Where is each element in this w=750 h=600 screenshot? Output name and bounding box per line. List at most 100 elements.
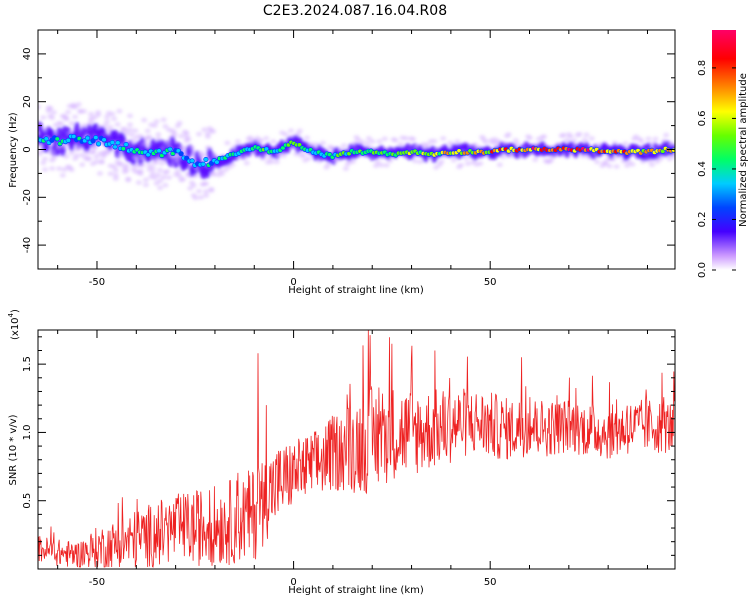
heatmap-cell bbox=[176, 173, 183, 179]
heatmap-cell bbox=[155, 132, 162, 137]
heatmap-cell bbox=[86, 156, 93, 161]
heatmap-cell bbox=[457, 162, 464, 168]
heatmap-cell bbox=[210, 129, 217, 134]
heatmap-cell bbox=[105, 150, 112, 155]
heatmap-cell bbox=[305, 156, 312, 161]
heatmap-cell bbox=[40, 115, 47, 120]
y-tick-label: -20 bbox=[22, 189, 33, 205]
top-xlabel: Height of straight line (km) bbox=[288, 285, 424, 296]
heatmap-cell bbox=[660, 149, 665, 154]
heatmap-cell bbox=[42, 167, 49, 172]
heatmap-cell bbox=[158, 161, 165, 166]
heatmap-cell bbox=[376, 139, 383, 144]
x-tick-label: 50 bbox=[484, 577, 497, 588]
heatmap-cell bbox=[188, 145, 195, 151]
y-tick-label: -40 bbox=[22, 237, 33, 253]
heatmap-cell bbox=[155, 136, 162, 142]
heatmap-cell bbox=[312, 142, 319, 147]
heatmap-cell bbox=[257, 138, 264, 143]
heatmap-cell bbox=[88, 111, 95, 117]
heatmap-cell bbox=[73, 153, 80, 158]
heatmap-cell bbox=[176, 149, 181, 153]
heatmap-cell bbox=[203, 189, 210, 194]
heatmap-cell bbox=[104, 114, 111, 120]
heatmap-cell bbox=[150, 171, 157, 176]
heatmap-cell bbox=[84, 150, 91, 155]
heatmap-cell bbox=[273, 159, 280, 165]
x-tick-label: 0 bbox=[290, 577, 296, 588]
heatmap-cell bbox=[159, 153, 164, 158]
heatmap-cell bbox=[81, 126, 88, 139]
heatmap-cell bbox=[219, 171, 226, 176]
heatmap-cell bbox=[180, 177, 187, 182]
heatmap-cell bbox=[150, 166, 157, 171]
heatmap-cell bbox=[263, 136, 270, 141]
heatmap-cell bbox=[571, 138, 578, 143]
bottom-scale-label: (x104) bbox=[7, 309, 21, 340]
heatmap-cell bbox=[157, 148, 162, 153]
heatmap-cell bbox=[178, 133, 185, 139]
heatmap-cell bbox=[179, 151, 184, 156]
heatmap-cell bbox=[652, 136, 659, 142]
heatmap-cell bbox=[464, 161, 471, 166]
heatmap-cell bbox=[116, 108, 123, 114]
heatmap-cell bbox=[463, 156, 470, 161]
heatmap-cell bbox=[102, 137, 107, 142]
heatmap-cell bbox=[364, 141, 371, 146]
heatmap-cell bbox=[613, 164, 620, 169]
heatmap-cell bbox=[411, 158, 418, 164]
chart-title: C2E3.2024.087.16.04.R08 bbox=[263, 3, 447, 19]
heatmap-cell bbox=[63, 116, 70, 121]
heatmap-cell bbox=[123, 130, 130, 136]
heatmap-cell bbox=[91, 138, 96, 143]
heatmap-cell bbox=[96, 142, 101, 146]
colorbar-tick-label: 0.4 bbox=[697, 161, 708, 177]
bottom-axis-ticks: -50 0 50 0.5 1.0 1.5 bbox=[22, 330, 675, 588]
y-tick-label: 1.0 bbox=[22, 424, 33, 440]
heatmap-cell bbox=[144, 142, 151, 147]
heatmap-cell bbox=[47, 106, 54, 111]
heatmap-cell bbox=[381, 136, 388, 142]
heatmap-cell bbox=[433, 165, 440, 170]
heatmap-cell bbox=[197, 195, 204, 200]
heatmap-cell bbox=[654, 159, 661, 164]
heatmap-cell bbox=[157, 167, 164, 173]
heatmap-cell bbox=[640, 159, 647, 164]
heatmap-cell bbox=[657, 156, 664, 161]
heatmap-cell bbox=[162, 124, 169, 129]
heatmap-cell bbox=[170, 151, 175, 156]
heatmap-cell bbox=[514, 141, 521, 147]
heatmap-cell bbox=[68, 121, 75, 126]
heatmap-cell bbox=[130, 138, 137, 143]
heatmap-cell bbox=[115, 140, 120, 145]
heatmap-cell bbox=[222, 167, 229, 172]
heatmap-cell bbox=[629, 162, 636, 167]
scale-exponent: 4 bbox=[7, 312, 15, 317]
heatmap-cell bbox=[196, 188, 203, 194]
heatmap-cell bbox=[153, 158, 160, 164]
heatmap-cell bbox=[208, 188, 215, 193]
heatmap-cell bbox=[341, 143, 348, 148]
heatmap-cell bbox=[65, 109, 72, 115]
heatmap-cell bbox=[144, 128, 151, 134]
heatmap-cell bbox=[118, 161, 125, 167]
heatmap-cell bbox=[234, 139, 241, 144]
heatmap-cell bbox=[146, 152, 151, 157]
heatmap-cell bbox=[183, 130, 190, 136]
y-tick-label: 0.5 bbox=[22, 493, 33, 509]
heatmap-cell bbox=[424, 142, 431, 148]
heatmap-cell bbox=[38, 121, 43, 134]
heatmap-cell bbox=[576, 132, 583, 137]
heatmap-cell bbox=[55, 137, 60, 141]
heatmap-cell bbox=[610, 157, 617, 162]
top-ylabel: Frequency (Hz) bbox=[8, 112, 19, 188]
heatmap-cell bbox=[358, 139, 365, 144]
heatmap-cell bbox=[58, 121, 65, 126]
heatmap-cell bbox=[392, 138, 399, 143]
heatmap-cell bbox=[622, 141, 629, 146]
heatmap-cell bbox=[214, 160, 219, 164]
colorbar-tick-label: 0.2 bbox=[697, 212, 708, 228]
heatmap-cell bbox=[125, 177, 132, 183]
scale-base: (x10 bbox=[10, 317, 21, 340]
heatmap-cell bbox=[128, 132, 135, 138]
